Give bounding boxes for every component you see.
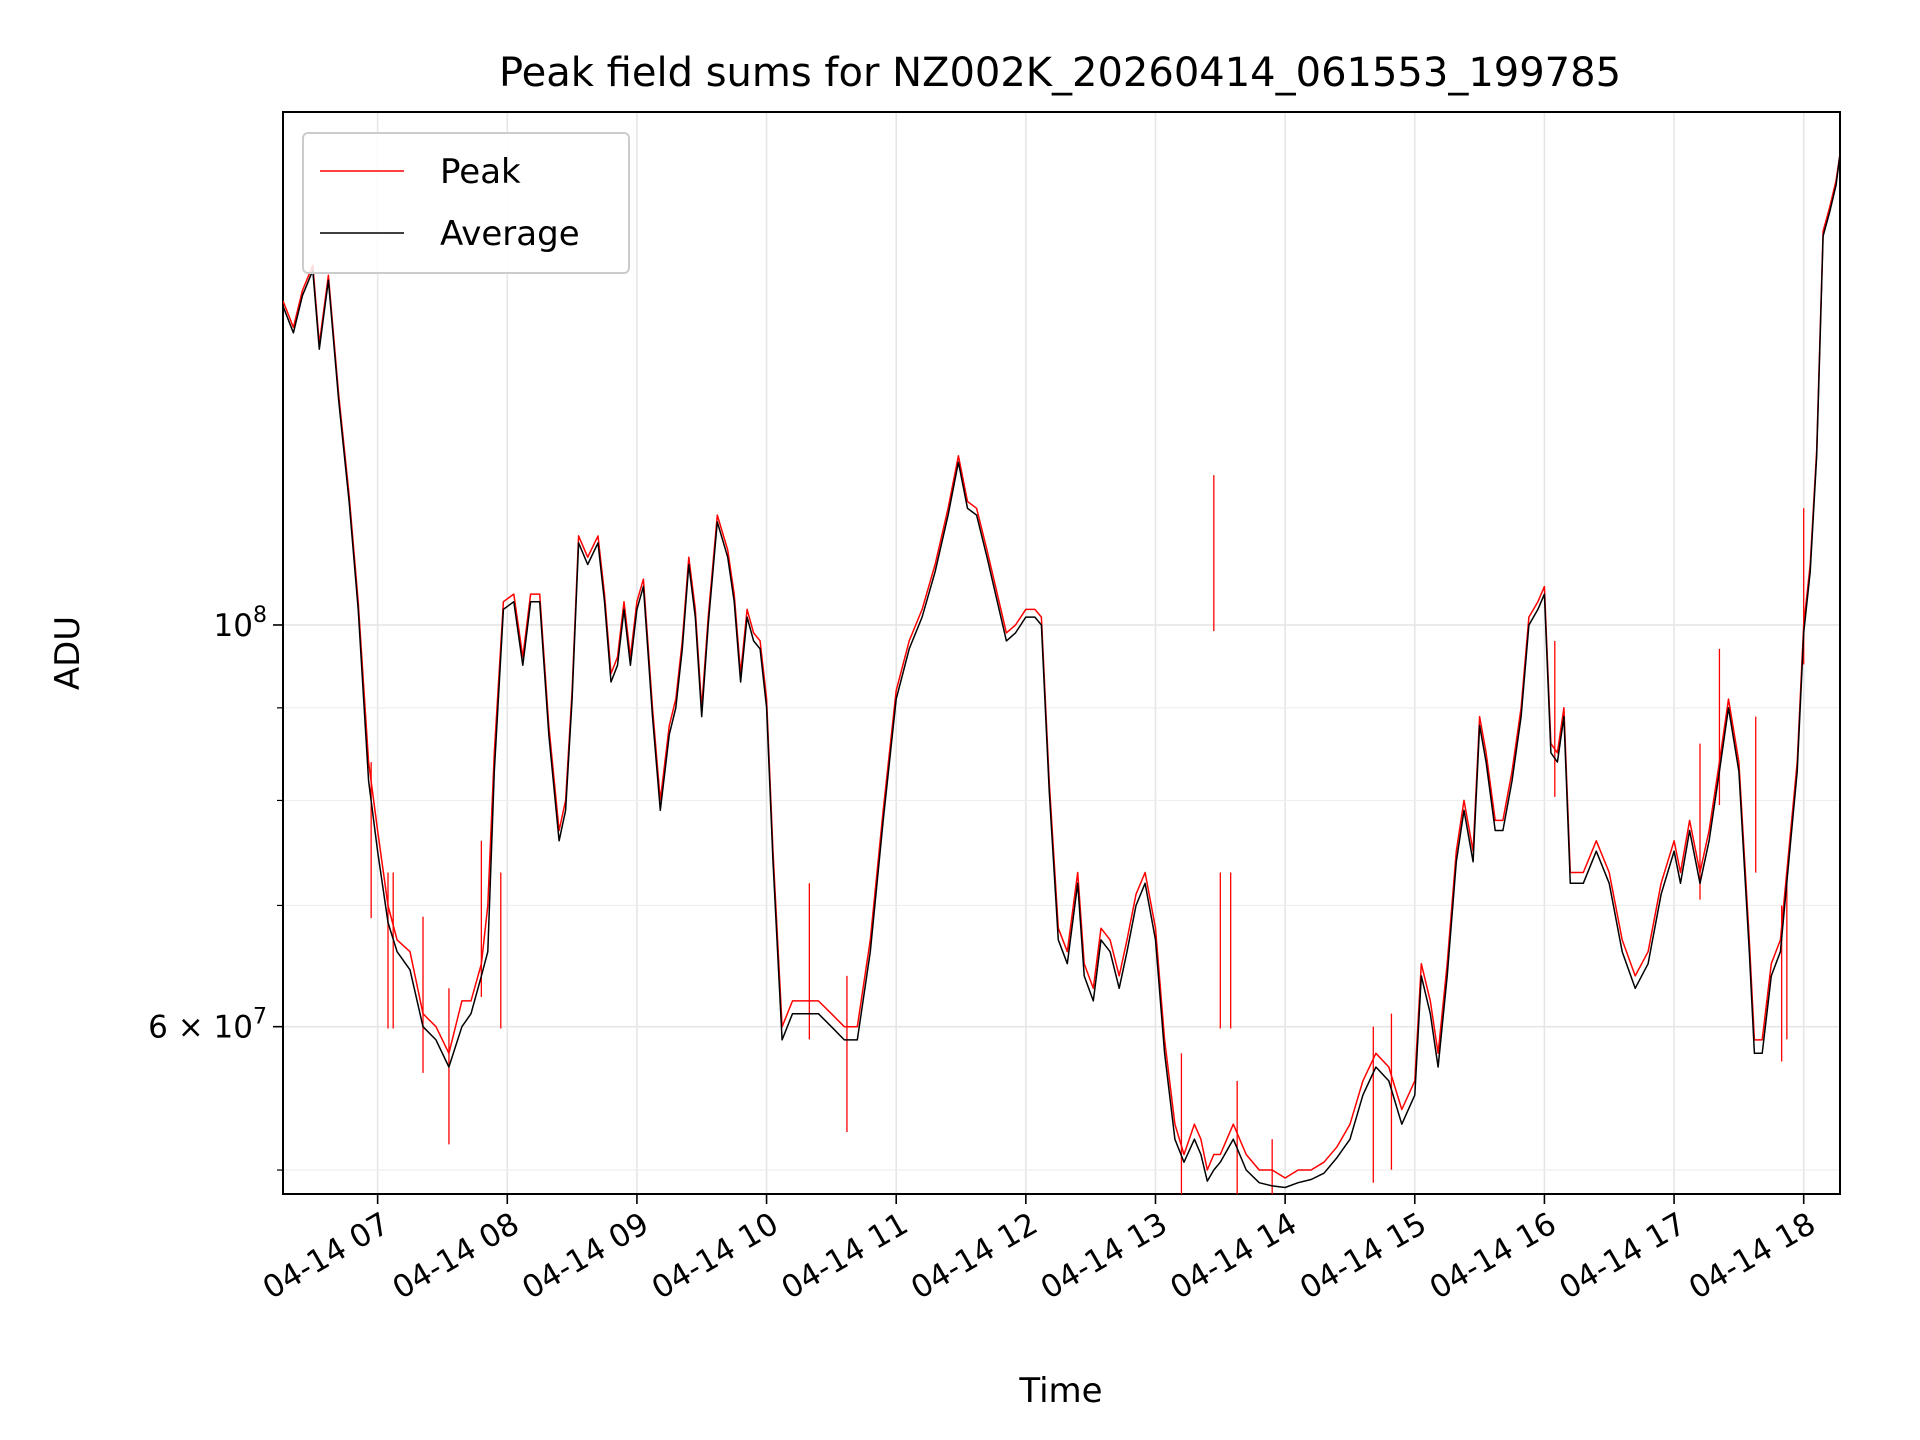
chart-title: Peak field sums for NZ002K_20260414_0615… xyxy=(499,50,1621,96)
grid xyxy=(283,112,1840,1194)
legend-label-average: Average xyxy=(440,214,580,254)
series-line-average xyxy=(283,154,1840,1189)
x-axis-label: Time xyxy=(1018,1371,1102,1411)
y-axis-label: ADU xyxy=(48,616,88,690)
legend-label-peak: Peak xyxy=(440,152,521,192)
y-tick-label: 108 xyxy=(214,603,267,644)
y-axis: 108 6 × 107 xyxy=(148,603,283,1171)
y-tick-label: 6 × 107 xyxy=(148,1005,267,1046)
plot-area xyxy=(282,111,1841,1195)
legend: Peak Average xyxy=(302,132,630,274)
legend-box xyxy=(302,132,630,274)
series-layer xyxy=(283,153,1840,1194)
